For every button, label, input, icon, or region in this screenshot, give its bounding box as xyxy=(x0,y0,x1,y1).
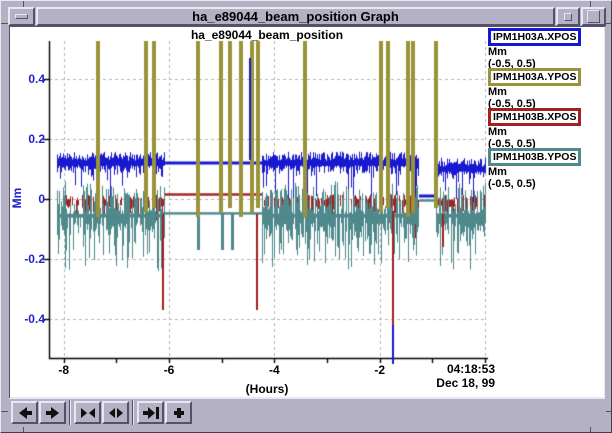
legend-channel-button[interactable]: IPM1H03A.XPOS xyxy=(488,28,582,46)
arrow-left-icon xyxy=(18,406,32,419)
legend-range: (-0.5, 0.5) xyxy=(488,58,536,70)
x-tick-label: -4 xyxy=(269,363,280,377)
titlebar: ha_e89044_beam_position Graph xyxy=(8,7,606,26)
legend-item-ipm1h03b.ypos: IPM1H03B.YPOS Mm (-0.5, 0.5) xyxy=(488,147,604,190)
frame-notch xyxy=(590,427,591,432)
maximize-button[interactable] xyxy=(581,7,606,26)
frame-notch xyxy=(23,427,24,432)
maximize-icon xyxy=(587,10,600,23)
scroll-left-button[interactable] xyxy=(11,401,38,424)
window-menu-button[interactable] xyxy=(8,7,35,26)
zoom-in-x-button[interactable] xyxy=(74,401,101,424)
legend-item-ipm1h03b.xpos: IPM1H03B.XPOS Mm (-0.5, 0.5) xyxy=(488,107,604,150)
legend-channel-button[interactable]: IPM1H03B.YPOS xyxy=(488,148,582,166)
legend-unit: Mm xyxy=(488,166,507,178)
zoom-in-horizontal-icon xyxy=(80,407,95,418)
legend-item-ipm1h03a.xpos: IPM1H03A.XPOS Mm (-0.5, 0.5) xyxy=(488,27,604,70)
go-to-latest-button[interactable] xyxy=(137,401,164,424)
frame-notch xyxy=(606,411,611,412)
legend-channel-button[interactable]: IPM1H03B.XPOS xyxy=(488,108,582,126)
toolbar-buttons xyxy=(11,400,193,425)
legend-unit: Mm xyxy=(488,126,507,138)
legend-range: (-0.5, 0.5) xyxy=(488,98,536,110)
add-channel-button[interactable] xyxy=(165,401,192,424)
plus-icon xyxy=(173,407,184,418)
frame-notch xyxy=(1,411,8,412)
toolbar xyxy=(9,398,605,426)
legend-unit: Mm xyxy=(488,46,507,58)
y-tick-label: -0.4 xyxy=(24,312,45,326)
window-menu-dash-icon xyxy=(15,14,28,19)
graph-area: ha_e89044_beam_position Mm 0.4 0.2 0 -0.2 -0… xyxy=(9,26,605,398)
frame-notch xyxy=(590,1,591,7)
window-title: ha_e89044_beam_position Graph xyxy=(192,9,399,24)
zoom-out-horizontal-icon xyxy=(108,407,123,418)
zoom-out-x-button[interactable] xyxy=(102,401,129,424)
toolbar-separator xyxy=(132,400,134,425)
minimize-icon xyxy=(564,12,572,21)
x-tick-label: -2 xyxy=(374,363,385,377)
legend-range: (-0.5, 0.5) xyxy=(488,138,536,150)
titlebar-title-area[interactable]: ha_e89044_beam_position Graph xyxy=(36,7,555,26)
scroll-right-button[interactable] xyxy=(39,401,66,424)
plot-canvas[interactable] xyxy=(9,26,605,398)
x-tick-label: -6 xyxy=(163,363,175,377)
legend-item-ipm1h03a.ypos: IPM1H03A.YPOS Mm (-0.5, 0.5) xyxy=(488,67,604,110)
legend: IPM1H03A.XPOS Mm (-0.5, 0.5) IPM1H03A.YPOS M… xyxy=(488,27,604,190)
toolbar-separator xyxy=(69,400,71,425)
end-time: 04:18:53 xyxy=(446,362,495,376)
x-tick-label: -8 xyxy=(58,363,70,377)
graph-title: ha_e89044_beam_position xyxy=(190,28,344,42)
frame-notch xyxy=(606,23,611,24)
legend-unit: Mm xyxy=(488,86,507,98)
end-date: Dec 18, 99 xyxy=(436,376,495,390)
x-axis-label: (Hours) xyxy=(245,382,289,396)
frame-notch xyxy=(23,1,24,7)
frame-notch xyxy=(1,23,8,24)
y-tick-label: 0.4 xyxy=(28,72,45,86)
minimize-button[interactable] xyxy=(556,7,580,26)
y-tick-label: 0 xyxy=(38,192,45,206)
y-tick-label: -0.2 xyxy=(24,252,45,266)
legend-range: (-0.5, 0.5) xyxy=(488,178,536,190)
legend-channel-button[interactable]: IPM1H03A.YPOS xyxy=(488,68,582,86)
skip-to-end-icon xyxy=(142,406,159,419)
y-tick-label: 0.2 xyxy=(28,132,45,146)
arrow-right-icon xyxy=(45,406,59,419)
end-time-label-block: 04:18:53 Dec 18, 99 xyxy=(436,362,495,390)
